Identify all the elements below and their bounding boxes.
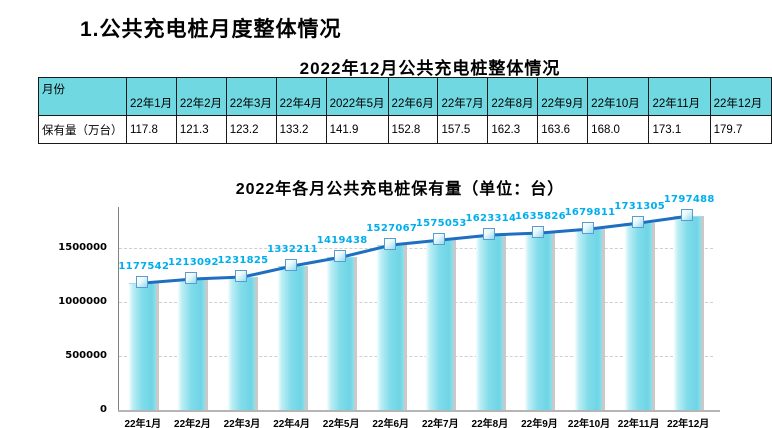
line-marker bbox=[681, 209, 694, 221]
bar-value-label: 1679811 bbox=[564, 207, 616, 218]
table-value-cell: 117.8 bbox=[125, 115, 177, 144]
bar bbox=[128, 283, 159, 410]
monthly-holdings-table: 月份 22年1月 22年2月 22年3月 22年4月 2022年5月 22年6月 22年7月 2… bbox=[38, 77, 772, 144]
table-value-cell: 121.3 bbox=[175, 115, 227, 144]
table-value-cell: 157.5 bbox=[437, 115, 489, 144]
table-value-cell: 123.2 bbox=[225, 115, 277, 144]
table-corner-header-cell: 月份 bbox=[38, 77, 127, 116]
bar bbox=[426, 240, 457, 410]
table-value-cell: 168.0 bbox=[587, 115, 650, 144]
x-axis-label: 22年4月 bbox=[273, 419, 310, 428]
bar-value-label: 1419438 bbox=[316, 235, 368, 246]
line-marker bbox=[334, 250, 347, 262]
x-axis-label: 22年9月 bbox=[521, 419, 558, 428]
bar-value-label: 1797488 bbox=[663, 194, 715, 205]
chart-title: 2022年各月公共充电桩保有量（单位：台） bbox=[235, 181, 565, 198]
table-month-header-cell: 22年6月 bbox=[387, 77, 439, 116]
bar bbox=[525, 233, 556, 410]
x-axis-label: 22年5月 bbox=[322, 419, 360, 428]
y-tick-label: 500000 bbox=[65, 350, 107, 361]
x-axis-line bbox=[118, 410, 720, 412]
table-month-header-cell: 22年10月 bbox=[587, 77, 650, 116]
bar-value-label: 1635826 bbox=[515, 211, 566, 222]
table-value-cell: 162.3 bbox=[487, 115, 539, 144]
table-row: 保有量（万台） 117.8 121.3 123.2 133.2 141.9 152.8 157… bbox=[38, 115, 772, 144]
bar bbox=[327, 257, 358, 410]
bar bbox=[624, 223, 655, 410]
line-marker bbox=[185, 272, 198, 284]
table-value-cell: 179.7 bbox=[709, 115, 772, 144]
y-tick-label: 1500000 bbox=[58, 242, 107, 254]
table-month-header-cell: 22年12月 bbox=[709, 77, 772, 116]
table-month-header-cell: 22年1月 bbox=[125, 77, 177, 116]
bar-value-label: 1231825 bbox=[217, 255, 269, 266]
table-month-header-cell: 22年9月 bbox=[537, 77, 589, 116]
bar bbox=[376, 245, 407, 410]
x-axis-label: 22年10月 bbox=[567, 419, 611, 428]
bar-chart-plot-area: 1177542 1213092 1231825 1332211 1419438 15270… bbox=[118, 194, 714, 410]
section-title: 1.公共充电桩月度整体情况 bbox=[80, 18, 342, 41]
table-month-header-cell: 22年4月 bbox=[275, 77, 327, 116]
table-header-row: 月份 22年1月 22年2月 22年3月 22年4月 2022年5月 22年6月 22年7月 2… bbox=[38, 77, 772, 116]
bar-value-label: 1177542 bbox=[118, 261, 170, 272]
line-marker bbox=[631, 216, 644, 228]
bar-value-label: 1527067 bbox=[366, 223, 418, 234]
line-marker bbox=[433, 233, 446, 245]
gridline bbox=[119, 356, 713, 357]
table-month-header-cell: 22年3月 bbox=[225, 77, 277, 116]
y-tick-label: 1000000 bbox=[58, 296, 107, 308]
line-marker bbox=[234, 270, 247, 282]
bar bbox=[178, 279, 209, 410]
line-marker bbox=[284, 259, 297, 271]
x-axis-label: 22年2月 bbox=[174, 419, 211, 428]
table-row-header-cell: 保有量（万台） bbox=[38, 115, 127, 144]
line-marker bbox=[383, 238, 396, 250]
line-marker bbox=[582, 222, 595, 234]
table-value-cell: 152.8 bbox=[387, 115, 439, 144]
gridline bbox=[119, 248, 713, 250]
y-axis: 0 500000 1000000 1500000 bbox=[0, 207, 112, 415]
x-axis: 22年1月 22年2月 22年3月 22年4月 22年5月 22年6月 22年7月 22年8月… bbox=[118, 415, 713, 428]
y-tick-label: 0 bbox=[100, 404, 107, 415]
x-axis-label: 22年7月 bbox=[421, 419, 459, 428]
bar bbox=[227, 277, 258, 410]
table-value-cell: 133.2 bbox=[275, 115, 327, 144]
line-marker bbox=[482, 228, 495, 240]
x-axis-label: 22年8月 bbox=[471, 419, 509, 428]
line-marker bbox=[135, 276, 148, 288]
x-axis-label: 22年11月 bbox=[617, 419, 660, 428]
x-axis-label: 22年1月 bbox=[124, 419, 162, 428]
x-axis-label: 22年6月 bbox=[372, 419, 410, 428]
bar bbox=[277, 266, 308, 410]
bar-value-label: 1213092 bbox=[167, 257, 219, 268]
x-axis-label: 22年3月 bbox=[223, 419, 261, 428]
table-month-header-cell: 22年7月 bbox=[437, 77, 489, 116]
bar bbox=[575, 229, 606, 410]
bar bbox=[475, 235, 506, 410]
bar-value-label: 1575053 bbox=[415, 218, 467, 229]
x-axis-label: 22年12月 bbox=[667, 419, 710, 428]
table-month-header-cell: 22年8月 bbox=[487, 77, 539, 116]
table-value-cell: 173.1 bbox=[648, 115, 711, 144]
bar-value-label: 1623314 bbox=[465, 213, 517, 224]
table-month-header-cell: 22年11月 bbox=[648, 77, 711, 116]
bar-value-label: 1332211 bbox=[267, 244, 318, 255]
trend-line bbox=[143, 214, 690, 285]
gridline bbox=[119, 302, 713, 304]
bar-value-label: 1731305 bbox=[614, 201, 666, 212]
table-title: 2022年12月公共充电桩整体情况 bbox=[299, 59, 561, 78]
table-value-cell: 163.6 bbox=[537, 115, 589, 144]
table-month-header-cell: 2022年5月 bbox=[325, 77, 389, 116]
table-value-cell: 141.9 bbox=[325, 115, 389, 144]
line-marker bbox=[532, 226, 545, 238]
bar bbox=[674, 216, 705, 410]
table-month-header-cell: 22年2月 bbox=[175, 77, 227, 116]
